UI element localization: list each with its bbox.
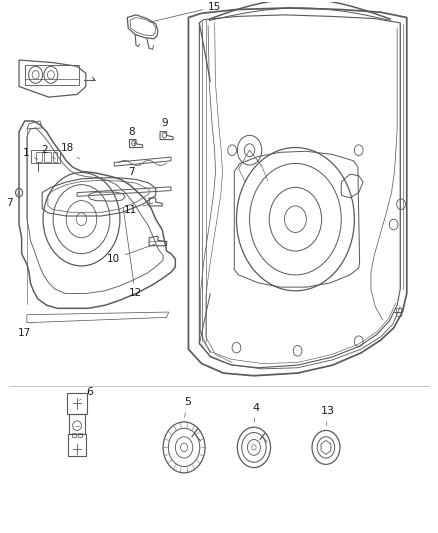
Bar (68, 434, 86, 456)
Bar (396, 308, 401, 316)
Text: 8: 8 (128, 127, 135, 142)
Text: 5: 5 (184, 397, 191, 417)
Text: 6: 6 (79, 386, 93, 400)
Text: 11: 11 (124, 203, 153, 215)
Text: 4: 4 (253, 402, 260, 422)
Text: 7: 7 (6, 192, 19, 208)
Text: 9: 9 (161, 118, 168, 135)
Bar (53, 152, 57, 162)
Text: 1: 1 (23, 148, 38, 159)
Bar (78, 433, 82, 437)
Text: 12: 12 (124, 208, 142, 298)
Bar (69, 414, 85, 434)
Text: 13: 13 (321, 406, 335, 425)
Bar (72, 433, 76, 437)
Bar (67, 393, 87, 414)
Text: 15: 15 (150, 2, 221, 22)
Bar (35, 152, 42, 162)
Text: 7: 7 (128, 165, 141, 177)
Bar (25, 65, 79, 85)
Text: 17: 17 (18, 322, 32, 338)
Text: 2: 2 (41, 145, 55, 159)
Bar (31, 150, 60, 164)
Text: 10: 10 (107, 244, 155, 264)
Text: 18: 18 (60, 142, 79, 159)
Bar (44, 152, 51, 162)
